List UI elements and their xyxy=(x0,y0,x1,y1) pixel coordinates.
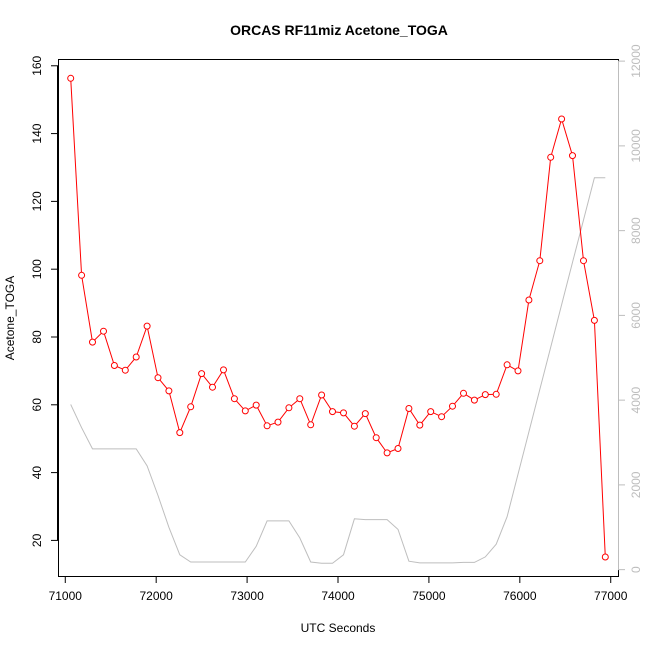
data-point xyxy=(143,322,151,330)
data-point xyxy=(67,74,75,82)
data-point xyxy=(176,429,184,437)
data-point xyxy=(340,409,347,417)
right-y-tick-label: 8000 xyxy=(629,217,643,244)
data-point xyxy=(285,404,293,412)
x-tick-label: 72000 xyxy=(139,589,173,603)
data-point xyxy=(361,410,369,418)
data-point xyxy=(230,395,238,403)
data-point xyxy=(78,271,86,279)
data-point xyxy=(514,367,522,375)
data-point xyxy=(263,422,271,430)
right-y-tick-label: 10000 xyxy=(629,129,643,163)
data-point xyxy=(416,421,424,429)
data-point xyxy=(492,390,500,398)
data-point xyxy=(154,374,162,382)
data-point xyxy=(372,434,380,442)
secondary-series xyxy=(70,177,606,564)
data-point xyxy=(405,405,413,412)
data-point xyxy=(350,422,358,430)
y-tick-label: 20 xyxy=(30,533,44,547)
x-tick-label: 74000 xyxy=(321,589,355,603)
y-tick-label: 120 xyxy=(30,191,44,211)
x-tick-label: 71000 xyxy=(49,589,83,603)
data-point xyxy=(569,152,576,160)
secondary-series-line xyxy=(70,177,606,564)
y-tick-label: 60 xyxy=(30,398,44,412)
y-axis-label: Acetone_TOGA xyxy=(3,276,17,361)
data-point xyxy=(525,296,533,304)
y-tick-label: 80 xyxy=(30,330,44,344)
primary-series xyxy=(67,74,609,561)
data-point xyxy=(252,401,260,409)
data-point xyxy=(460,389,467,397)
data-point xyxy=(209,383,216,391)
data-point xyxy=(427,408,435,416)
data-point xyxy=(329,408,336,416)
right-y-tick-label: 6000 xyxy=(629,302,643,329)
data-point xyxy=(470,396,478,404)
data-point xyxy=(318,391,326,399)
data-point xyxy=(100,327,107,335)
data-point xyxy=(220,366,227,374)
data-point xyxy=(449,402,456,410)
right-y-tick-label: 0 xyxy=(629,566,643,573)
data-point xyxy=(110,362,118,369)
y-axis: 20 40 60 80 100 120 140 160 xyxy=(30,55,58,547)
right-y-axis: 0 2000 4000 6000 8000 10000 12000 xyxy=(618,44,643,573)
right-y-tick-label: 2000 xyxy=(629,471,643,498)
data-point xyxy=(132,353,140,361)
x-tick-label: 75000 xyxy=(412,589,446,603)
data-point xyxy=(536,257,544,265)
data-point xyxy=(241,407,249,415)
data-point xyxy=(580,257,587,265)
data-point xyxy=(89,338,96,346)
x-axis-label: UTC Seconds xyxy=(301,621,376,635)
x-tick-label: 76000 xyxy=(503,589,537,603)
plot-frame xyxy=(58,59,619,577)
data-point xyxy=(503,361,511,369)
data-point xyxy=(187,403,195,411)
data-point xyxy=(198,370,206,378)
y-tick-label: 100 xyxy=(30,259,44,279)
data-point xyxy=(274,418,282,426)
x-axis: 71000 72000 73000 74000 75000 76000 77000 xyxy=(49,576,628,603)
data-point xyxy=(165,387,173,395)
data-point xyxy=(307,421,315,429)
y-tick-label: 140 xyxy=(30,123,44,143)
data-point xyxy=(121,366,129,374)
data-point xyxy=(438,413,446,421)
primary-series-line xyxy=(70,78,606,558)
data-point xyxy=(558,115,566,123)
x-tick-label: 77000 xyxy=(594,589,628,603)
right-y-tick-label: 12000 xyxy=(629,44,643,78)
chart-title: ORCAS RF11miz Acetone_TOGA xyxy=(230,22,448,38)
data-point xyxy=(296,395,304,403)
right-y-tick-label: 4000 xyxy=(629,386,643,413)
x-tick-label: 73000 xyxy=(230,589,264,603)
data-point xyxy=(394,445,402,452)
data-point xyxy=(590,316,598,324)
data-point xyxy=(547,153,555,161)
data-point xyxy=(383,449,391,457)
data-point xyxy=(481,391,489,399)
y-tick-label: 160 xyxy=(30,55,44,75)
data-point xyxy=(601,553,609,561)
y-tick-label: 40 xyxy=(30,466,44,480)
